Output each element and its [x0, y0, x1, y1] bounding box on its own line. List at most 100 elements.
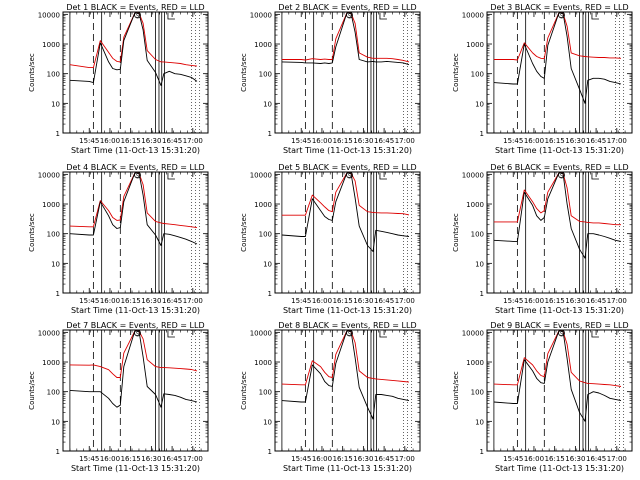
y-tick-label: 10000: [462, 11, 484, 19]
y-tick-label: 1: [480, 290, 484, 298]
y-tick-label: 1: [268, 290, 272, 298]
y-tick-label: 10: [263, 100, 272, 108]
x-tick-label: 17:00: [183, 455, 203, 463]
y-tick-label: 100: [47, 389, 60, 397]
series-events-line: [281, 172, 410, 252]
start-marker-label: S: [560, 14, 563, 20]
end-marker: [167, 173, 175, 180]
end-marker: [379, 13, 387, 20]
detector-panel-2: Det 2 BLACK = Events, RED = LLD Counts/se…: [240, 3, 421, 155]
x-tick-label: 16:15: [333, 297, 353, 305]
x-tick-label: 17:00: [395, 297, 415, 305]
y-axis-label: Counts/sec: [452, 371, 460, 410]
x-tick-label: 16:15: [545, 455, 565, 463]
y-tick-label: 100: [471, 231, 484, 239]
series-events-line: [493, 172, 622, 259]
x-tick-label: 16:45: [374, 455, 394, 463]
x-tick-label: 16:45: [162, 297, 182, 305]
series-lld-line: [281, 12, 410, 63]
y-tick-label: 10: [263, 260, 272, 268]
x-tick-label: 16:45: [162, 455, 182, 463]
y-tick-label: 1: [268, 130, 272, 138]
x-axis-label: Start Time (11-Oct-13 15:31:20): [283, 146, 412, 155]
x-tick-label: 16:00: [312, 455, 332, 463]
panel-title: Det 1 BLACK = Events, RED = LLD: [66, 3, 204, 12]
end-marker: [591, 331, 599, 338]
start-marker-label: S: [560, 332, 563, 338]
panel-title: Det 7 BLACK = Events, RED = LLD: [66, 321, 204, 330]
x-tick-label: 16:30: [141, 297, 161, 305]
series-events-line: [69, 330, 198, 408]
plot-frame: [274, 329, 421, 452]
x-tick-label: 17:00: [395, 455, 415, 463]
y-tick-label: 10: [475, 418, 484, 426]
end-marker: [379, 173, 387, 180]
detector-panel-1: Det 1 BLACK = Events, RED = LLD Counts/se…: [28, 3, 209, 155]
series-lld-line: [281, 172, 410, 216]
detector-panel-3: Det 3 BLACK = Events, RED = LLD Counts/se…: [452, 3, 633, 155]
y-axis-label: Counts/sec: [28, 371, 36, 410]
y-tick-label: 10000: [38, 329, 60, 337]
y-tick-label: 100: [259, 231, 272, 239]
x-tick-label: 16:00: [312, 297, 332, 305]
y-tick-label: 1: [56, 290, 60, 298]
x-axis-label: Start Time (11-Oct-13 15:31:20): [283, 306, 412, 315]
detector-panel-7: Det 7 BLACK = Events, RED = LLD Counts/se…: [28, 321, 209, 473]
x-tick-label: 16:15: [545, 297, 565, 305]
x-tick-label: 16:30: [565, 297, 585, 305]
detector-panel-8: Det 8 BLACK = Events, RED = LLD Counts/se…: [240, 321, 421, 473]
series-lld-line: [69, 12, 198, 69]
x-tick-label: 16:30: [353, 297, 373, 305]
end-marker: [591, 173, 599, 180]
x-tick-label: 16:00: [100, 137, 120, 145]
end-marker: [379, 331, 387, 338]
x-tick-label: 15:45: [79, 137, 99, 145]
x-axis-label: Start Time (11-Oct-13 15:31:20): [495, 146, 624, 155]
plot-frame: [486, 171, 633, 294]
start-marker-label: S: [348, 14, 351, 20]
plot-frame: [62, 329, 209, 452]
start-marker-label: S: [136, 332, 139, 338]
y-axis-label: Counts/sec: [28, 213, 36, 252]
series-lld-line: [69, 330, 198, 378]
x-tick-label: 16:30: [141, 455, 161, 463]
y-tick-label: 1000: [42, 201, 60, 209]
series-lld-line: [493, 12, 622, 61]
y-tick-label: 1000: [466, 201, 484, 209]
x-tick-label: 16:30: [353, 137, 373, 145]
plot-frame: [62, 11, 209, 134]
x-tick-label: 16:15: [121, 137, 141, 145]
x-tick-label: 16:45: [374, 297, 394, 305]
y-tick-label: 1000: [42, 359, 60, 367]
x-tick-label: 17:00: [183, 297, 203, 305]
x-axis-label: Start Time (11-Oct-13 15:31:20): [495, 464, 624, 473]
x-tick-label: 17:00: [607, 297, 627, 305]
series-events-line: [493, 330, 622, 422]
x-tick-label: 16:00: [524, 455, 544, 463]
panel-title: Det 9 BLACK = Events, RED = LLD: [490, 321, 628, 330]
start-marker-label: S: [348, 332, 351, 338]
panel-title: Det 5 BLACK = Events, RED = LLD: [278, 163, 416, 172]
start-marker-label: S: [136, 14, 139, 20]
y-tick-label: 10: [51, 260, 60, 268]
x-tick-label: 15:45: [503, 455, 523, 463]
x-tick-label: 16:30: [141, 137, 161, 145]
y-tick-label: 10000: [462, 329, 484, 337]
y-axis-label: Counts/sec: [240, 53, 248, 92]
y-tick-label: 100: [47, 71, 60, 79]
x-tick-label: 15:45: [291, 137, 311, 145]
y-axis-label: Counts/sec: [240, 213, 248, 252]
x-tick-label: 17:00: [607, 455, 627, 463]
y-tick-label: 100: [471, 389, 484, 397]
x-tick-label: 16:00: [312, 137, 332, 145]
x-axis-label: Start Time (11-Oct-13 15:31:20): [283, 464, 412, 473]
x-tick-label: 16:00: [524, 137, 544, 145]
x-tick-label: 15:45: [79, 455, 99, 463]
series-lld-line: [493, 330, 622, 387]
y-tick-label: 100: [47, 231, 60, 239]
x-tick-label: 16:00: [100, 455, 120, 463]
x-tick-label: 16:30: [565, 137, 585, 145]
x-tick-label: 16:45: [586, 297, 606, 305]
y-axis-label: Counts/sec: [452, 213, 460, 252]
